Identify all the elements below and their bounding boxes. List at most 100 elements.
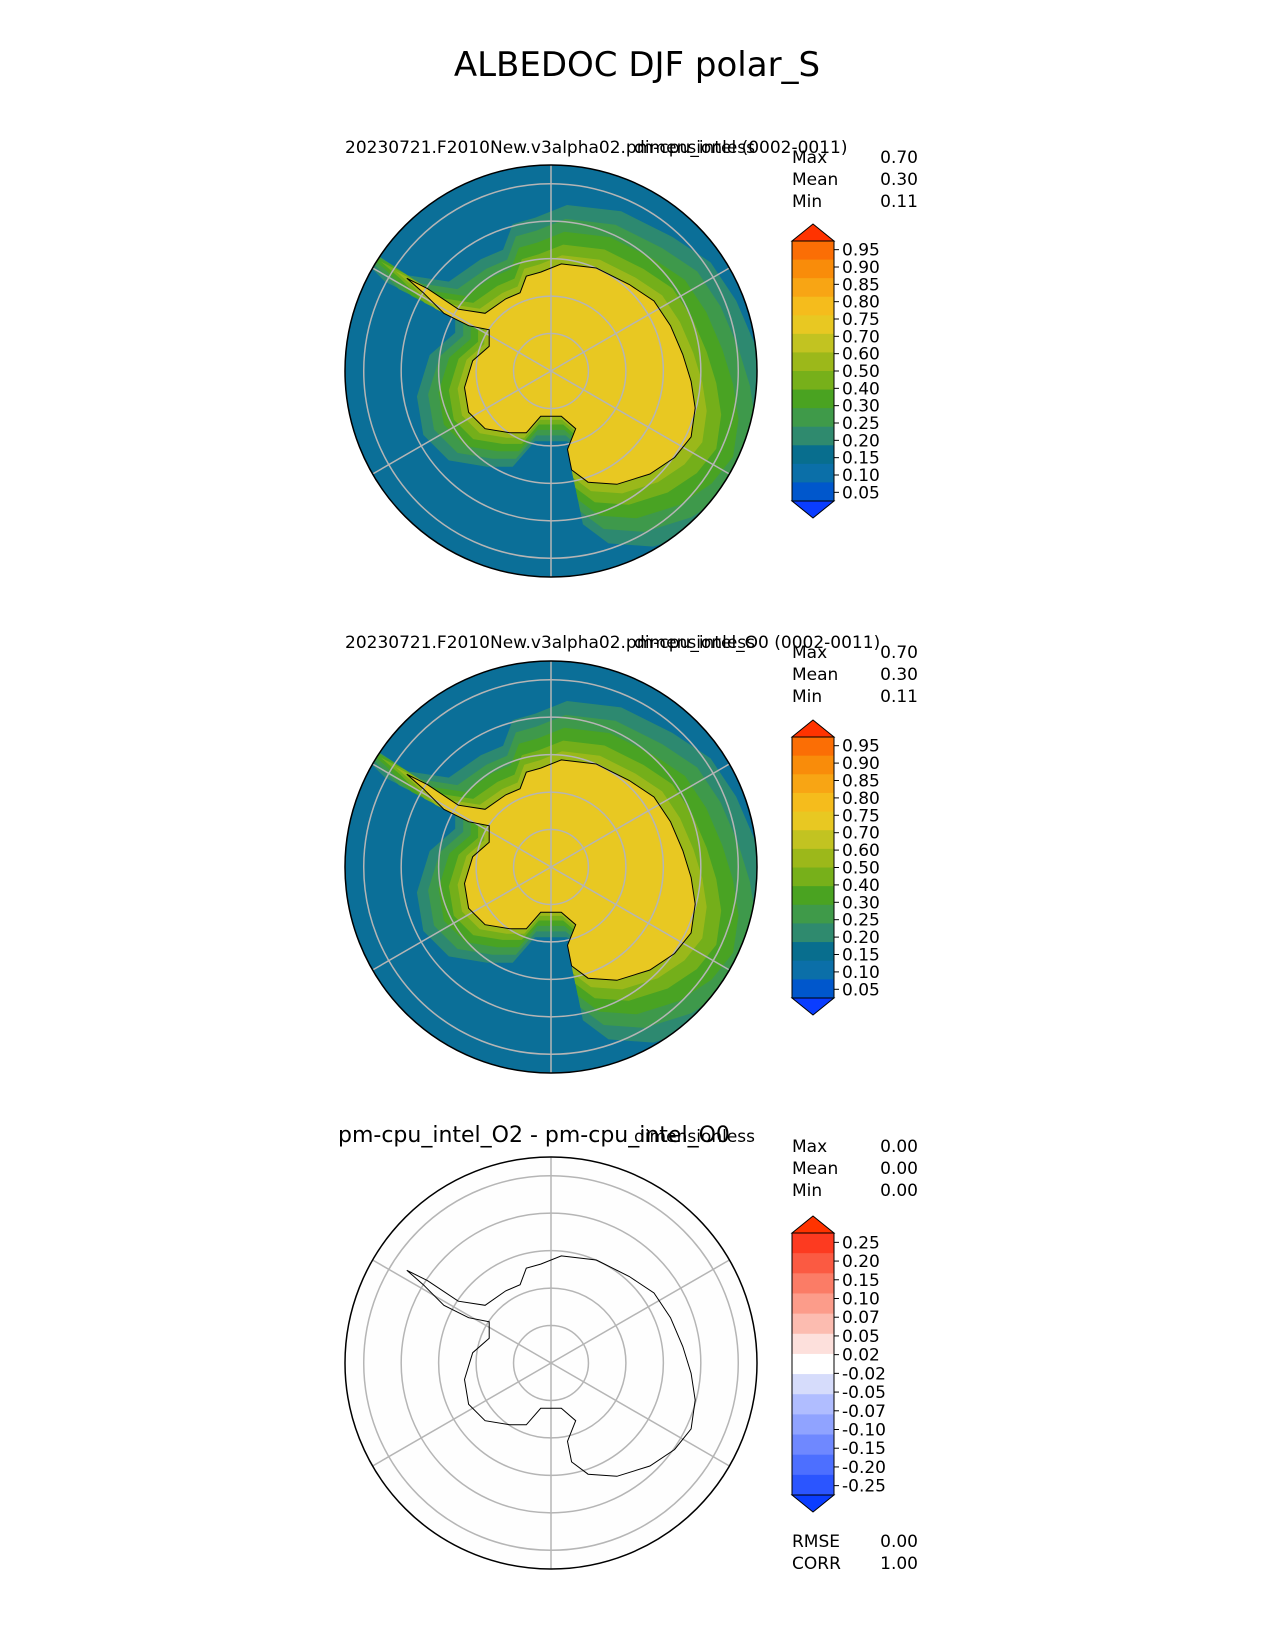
colorbar-extend-min	[790, 997, 836, 1016]
colorbar: 0.050.100.150.200.250.300.400.500.600.70…	[790, 719, 880, 1016]
colorbar-swatch	[792, 792, 834, 813]
colorbar-swatch	[792, 389, 834, 409]
colorbar-tick-label: 0.25	[842, 911, 880, 931]
panel-test: 20230721.F2010New.v3alpha02.pm-cpu_intel…	[344, 138, 918, 578]
colorbar-swatch	[792, 445, 834, 465]
colorbar-tick-label: -0.05	[842, 1383, 886, 1403]
stat-label-rmse: RMSE	[792, 1532, 840, 1552]
stat-value-min: 0.00	[880, 1181, 918, 1201]
colorbar-swatch	[792, 1454, 834, 1476]
map-boundary	[344, 1156, 758, 1570]
colorbar-swatch	[792, 1313, 834, 1335]
colorbar-tick-label: 0.10	[842, 466, 880, 486]
colorbar-swatch	[792, 737, 834, 757]
colorbar-swatch	[792, 1273, 834, 1294]
stat-label-mean: Mean	[792, 1159, 838, 1179]
colorbar-swatch	[792, 830, 834, 850]
stat-label-mean: Mean	[792, 170, 838, 190]
colorbar-swatch	[792, 315, 834, 335]
longitude-gridline	[550, 1259, 730, 1364]
coastline	[406, 263, 696, 485]
colorbar-swatch	[792, 867, 834, 887]
colorbar-tick-label: 0.80	[842, 293, 880, 313]
colorbar-tick-label: 0.70	[842, 327, 880, 347]
colorbar-swatch	[792, 811, 834, 831]
colorbar-tick-label: 0.15	[842, 946, 880, 966]
stat-label-corr: CORR	[792, 1554, 841, 1574]
colorbar-swatch	[792, 848, 834, 868]
stat-value-max: 0.70	[880, 643, 918, 663]
colorbar-swatch	[792, 371, 834, 391]
colorbar: 0.050.100.150.200.250.300.400.500.600.70…	[790, 223, 880, 519]
polar-map	[344, 164, 758, 578]
colorbar-tick-label: 0.75	[842, 310, 880, 330]
colorbar-tick-label: 0.20	[842, 928, 880, 948]
stat-value-mean: 0.30	[880, 665, 918, 685]
longitude-gridline	[372, 763, 552, 868]
colorbar-tick-label: 0.50	[842, 859, 880, 879]
colorbar-tick-label: 0.75	[842, 806, 880, 826]
colorbar-tick-label: 0.25	[842, 414, 880, 434]
colorbar-swatch	[792, 1333, 834, 1355]
colorbar-tick-label: 0.95	[842, 241, 880, 261]
longitude-gridline	[372, 866, 552, 971]
longitude-gridline	[550, 370, 730, 475]
stat-value-min: 0.11	[880, 192, 918, 212]
colorbar-swatch	[792, 1253, 834, 1274]
longitude-gridline	[550, 763, 730, 868]
colorbar-tick-label: 0.50	[842, 362, 880, 382]
longitude-gridline	[372, 370, 552, 475]
stat-value-max: 0.70	[880, 148, 918, 168]
colorbar-swatch	[792, 241, 834, 261]
colorbar-swatch	[792, 904, 834, 924]
colorbar-tick-label: 0.25	[842, 1233, 880, 1253]
colorbar-swatch	[792, 1293, 834, 1315]
colorbar-tick-label: 0.60	[842, 841, 880, 861]
map-boundary	[344, 164, 758, 578]
stat-label-max: Max	[792, 643, 827, 663]
colorbar-tick-label: -0.02	[842, 1364, 886, 1384]
colorbar-swatch	[792, 1353, 834, 1375]
colorbar-swatch	[792, 942, 834, 962]
panel-title-left: pm-cpu_intel_O2 - pm-cpu_intel_O0	[338, 1123, 730, 1148]
colorbar-swatch	[792, 1474, 834, 1496]
colorbar-tick-label: 0.15	[842, 449, 880, 469]
colorbar-tick-label: -0.07	[842, 1402, 886, 1422]
colorbar-swatch	[792, 463, 834, 483]
colorbar-swatch	[792, 259, 834, 279]
colorbar-swatch	[792, 886, 834, 906]
colorbar-tick-label: -0.25	[842, 1477, 886, 1497]
colorbar-swatch	[792, 352, 834, 372]
colorbar-tick-label: 0.95	[842, 737, 880, 757]
panel-units: dimensionless	[634, 138, 755, 158]
stat-label-max: Max	[792, 1137, 827, 1157]
colorbar-tick-label: 0.02	[842, 1346, 880, 1366]
colorbar-tick-label: 0.30	[842, 397, 880, 417]
colorbar-swatch	[792, 1394, 834, 1415]
coastline	[406, 1255, 696, 1477]
colorbar-extend-min	[790, 500, 836, 519]
stat-label-min: Min	[792, 1181, 822, 1201]
colorbar-swatch	[792, 1414, 834, 1436]
colorbar-swatch	[792, 1434, 834, 1456]
colorbar-tick-label: 0.70	[842, 824, 880, 844]
colorbar-tick-label: -0.15	[842, 1439, 886, 1459]
colorbar-swatch	[792, 278, 834, 298]
longitude-gridline	[372, 1259, 552, 1364]
colorbar-tick-label: 0.20	[842, 431, 880, 451]
panel-title-left: 20230721.F2010New.v3alpha02.pm-cpu_intel…	[345, 633, 880, 653]
colorbar-tick-label: 0.15	[842, 1271, 880, 1291]
colorbar-tick-label: 0.40	[842, 379, 880, 399]
colorbar-extend-min	[790, 1494, 836, 1513]
colorbar-tick-label: 0.85	[842, 275, 880, 295]
colorbar-frame	[791, 1232, 835, 1496]
colorbar-swatch	[792, 426, 834, 446]
longitude-gridline	[550, 1362, 730, 1467]
stat-value-rmse: 0.00	[880, 1532, 918, 1552]
colorbar-swatch	[792, 296, 834, 316]
panel-title-left: 20230721.F2010New.v3alpha02.pm-cpu_intel…	[345, 138, 848, 158]
colorbar-swatch	[792, 408, 834, 428]
colorbar-tick-label: 0.60	[842, 345, 880, 365]
colorbar-swatch	[792, 923, 834, 943]
